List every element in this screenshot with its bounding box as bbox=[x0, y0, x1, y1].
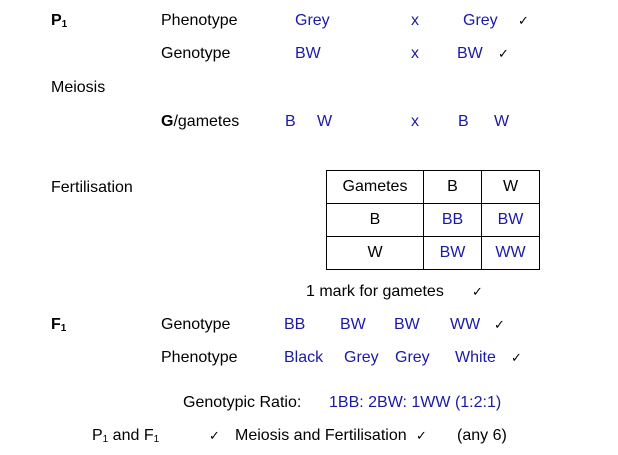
tick-icon: ✓ bbox=[472, 285, 483, 300]
punnett-cell: BW bbox=[423, 236, 482, 270]
meiosis-label: Meiosis bbox=[51, 79, 106, 96]
ratio-value: 1BB: 2BW: 1WW (1:2:1) bbox=[329, 394, 502, 411]
punnett-square: Gametes B W B BB BW W BW WW bbox=[326, 170, 540, 270]
f1-phenotype-value: Grey bbox=[395, 349, 430, 366]
tick-icon: ✓ bbox=[511, 351, 522, 366]
f1-genotype-value: BW bbox=[394, 316, 420, 333]
punnett-header-row: Gametes B W bbox=[326, 170, 540, 204]
punnett-cell: WW bbox=[481, 236, 540, 270]
punnett-header-cell: W bbox=[481, 170, 540, 204]
footer-meiosis-fertilisation: Meiosis and Fertilisation bbox=[235, 427, 407, 444]
p1-phenotype-right: Grey bbox=[463, 12, 498, 29]
tick-icon: ✓ bbox=[518, 14, 529, 29]
footer-p1-f1: P1 and F1 bbox=[92, 427, 160, 445]
p1-label: P1 bbox=[51, 12, 68, 30]
f1-genotype-value: WW bbox=[450, 316, 481, 333]
punnett-row: B BB BW bbox=[326, 203, 540, 237]
gametes-cross: x bbox=[411, 113, 419, 130]
f1-genotype-label: Genotype bbox=[161, 316, 231, 333]
punnett-row-header: W bbox=[326, 236, 424, 270]
f1-label: F1 bbox=[51, 316, 67, 334]
p1-genotype-right: BW bbox=[457, 45, 483, 62]
punnett-corner-cell: Gametes bbox=[326, 170, 424, 204]
p1-genotype-left: BW bbox=[295, 45, 321, 62]
footer-any: (any 6) bbox=[457, 427, 507, 444]
gamete-right-w: W bbox=[494, 113, 510, 130]
tick-icon: ✓ bbox=[209, 429, 220, 444]
p1-phenotype-label: Phenotype bbox=[161, 12, 238, 29]
f1-genotype-value: BB bbox=[284, 316, 306, 333]
f1-phenotype-value: Black bbox=[284, 349, 324, 366]
f1-phenotype-label: Phenotype bbox=[161, 349, 238, 366]
f1-phenotype-value: White bbox=[455, 349, 496, 366]
p1-cross-symbol: x bbox=[411, 12, 419, 29]
gametes-label: G/gametes bbox=[161, 113, 240, 130]
tick-icon: ✓ bbox=[498, 47, 509, 62]
punnett-row-header: B bbox=[326, 203, 424, 237]
gamete-right-b: B bbox=[458, 113, 469, 130]
f1-genotype-value: BW bbox=[340, 316, 366, 333]
p1-genotype-cross: x bbox=[411, 45, 419, 62]
ratio-label: Genotypic Ratio: bbox=[183, 394, 302, 411]
punnett-cell: BW bbox=[481, 203, 540, 237]
gamete-left-w: W bbox=[317, 113, 333, 130]
punnett-header-cell: B bbox=[423, 170, 482, 204]
punnett-cell: BB bbox=[423, 203, 482, 237]
p1-phenotype-left: Grey bbox=[295, 12, 330, 29]
mark-note: 1 mark for gametes bbox=[306, 283, 444, 300]
tick-icon: ✓ bbox=[494, 318, 505, 333]
punnett-row: W BW WW bbox=[326, 236, 540, 270]
fertilisation-label: Fertilisation bbox=[51, 179, 133, 196]
tick-icon: ✓ bbox=[416, 429, 427, 444]
p1-genotype-label: Genotype bbox=[161, 45, 231, 62]
gamete-left-b: B bbox=[285, 113, 296, 130]
f1-phenotype-value: Grey bbox=[344, 349, 379, 366]
